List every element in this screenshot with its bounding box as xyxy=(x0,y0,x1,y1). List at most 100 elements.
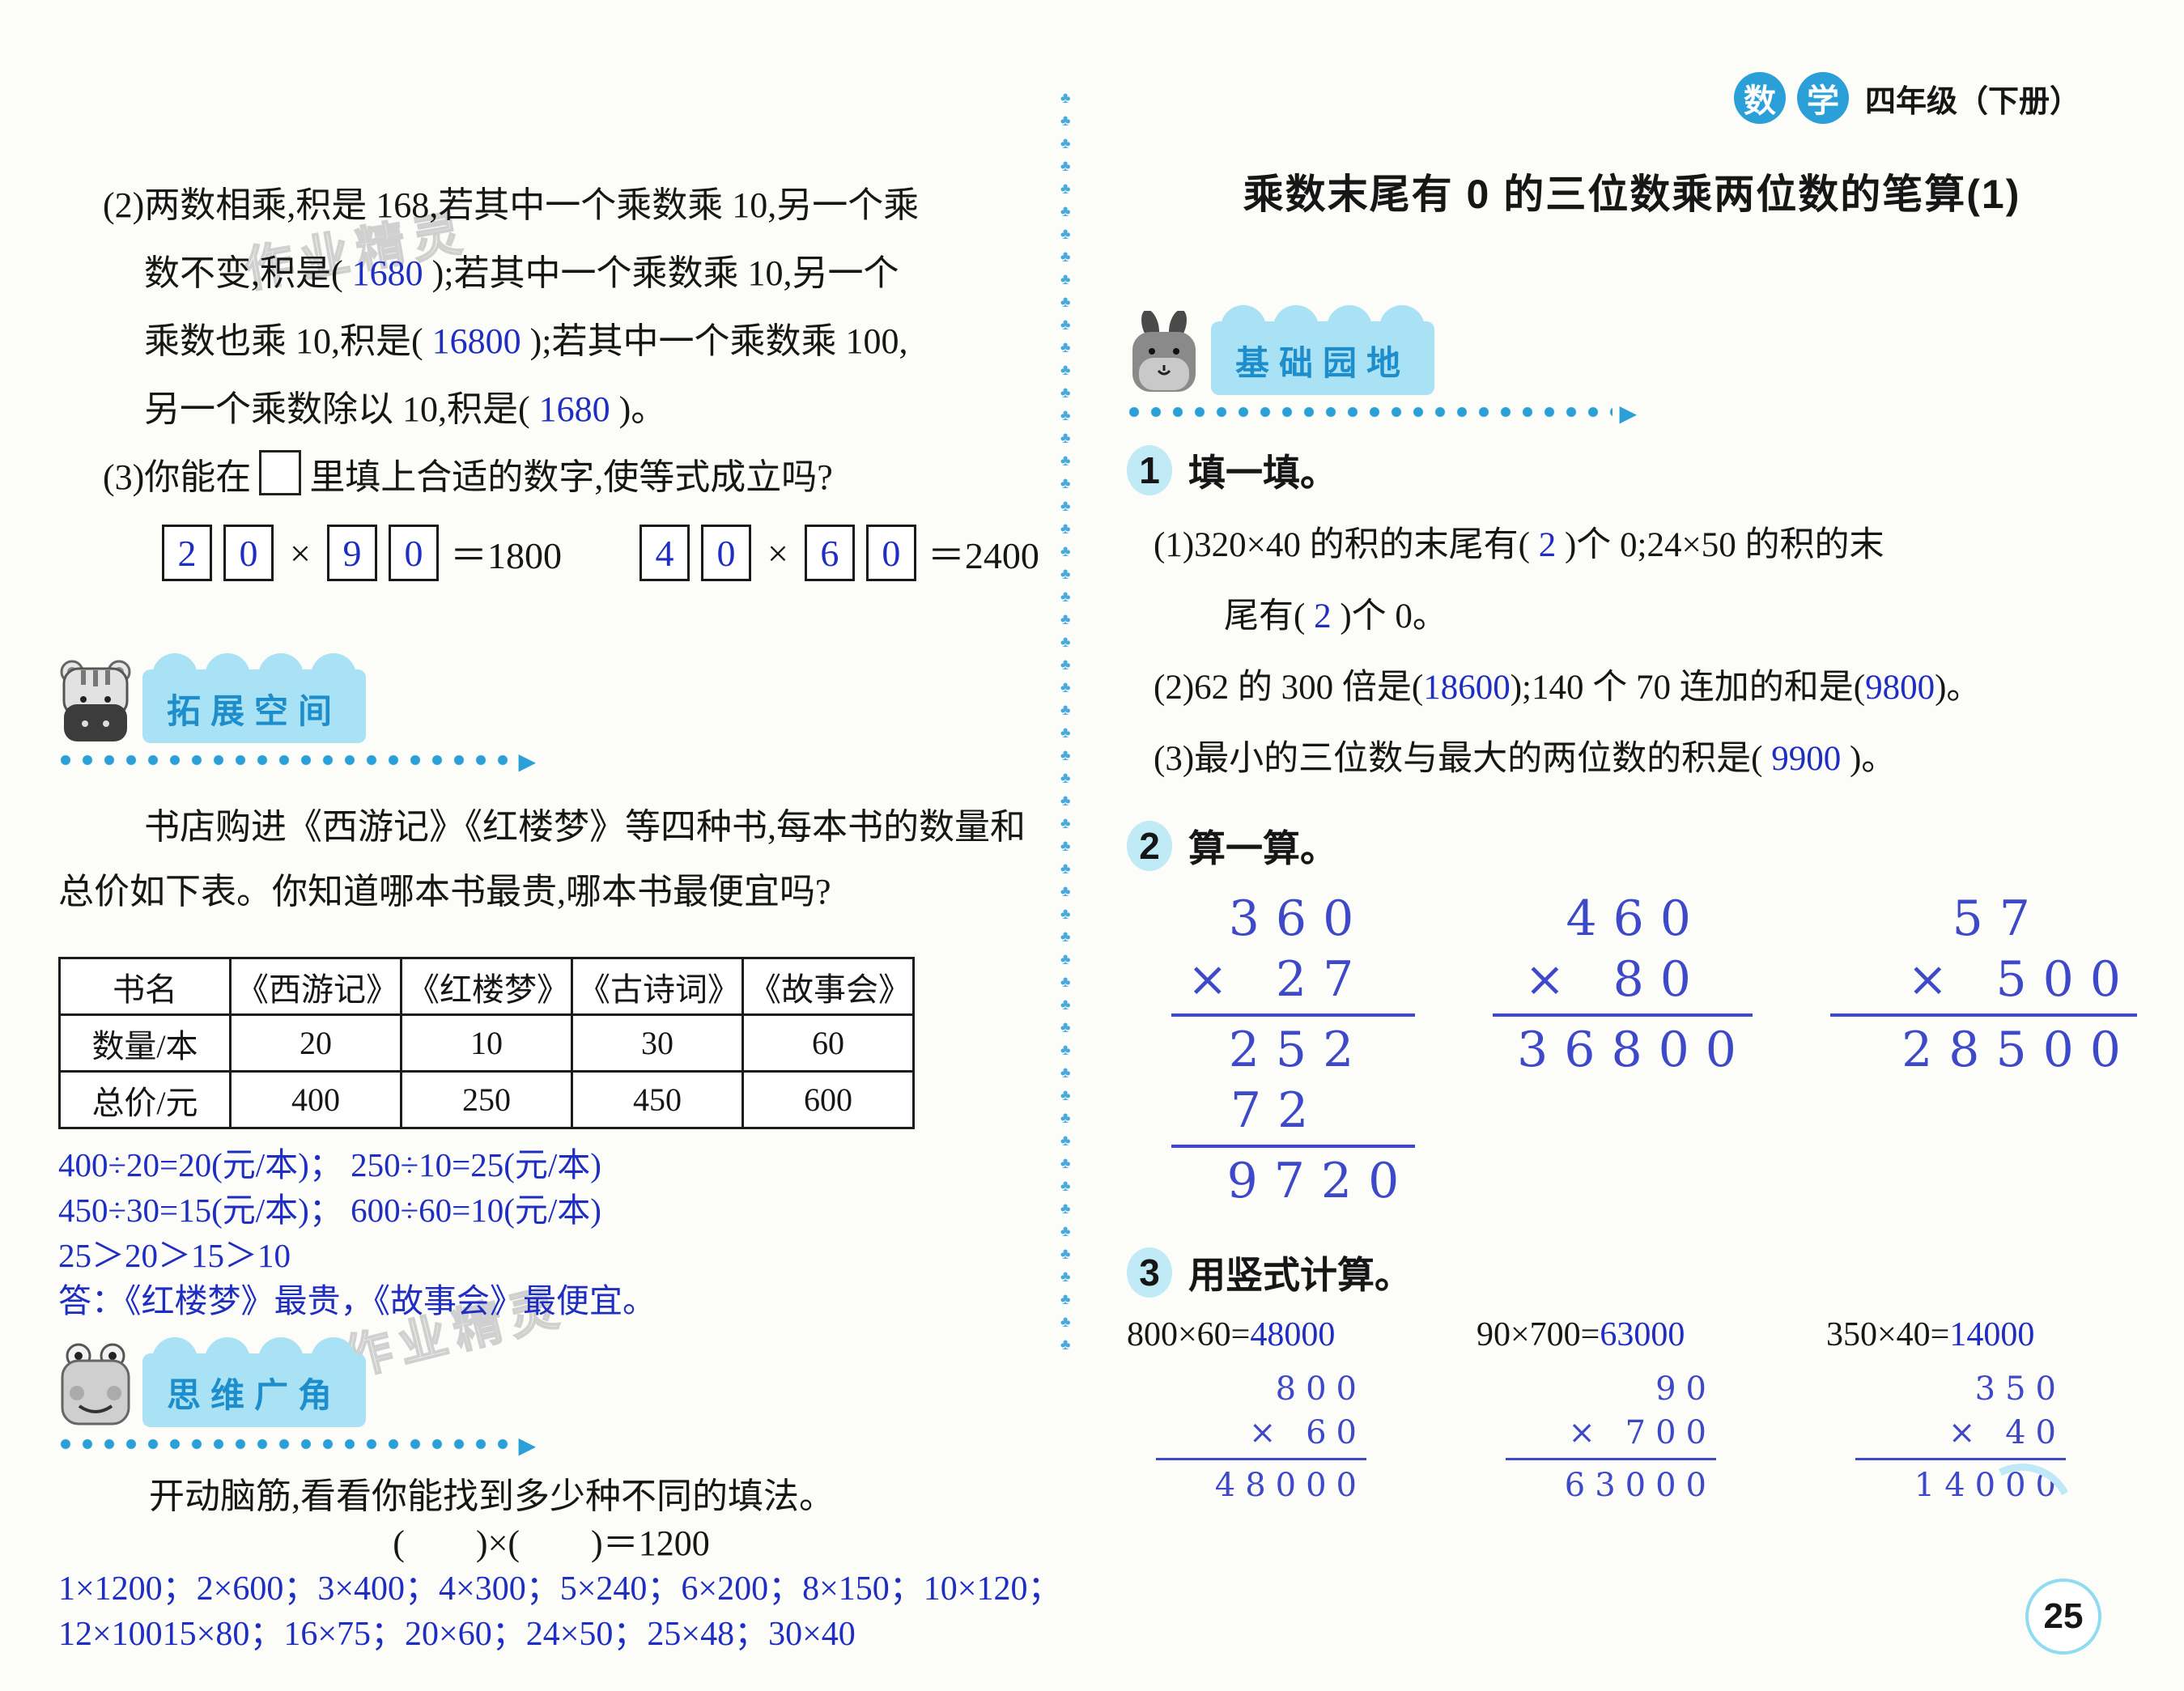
digit-box: 0 xyxy=(388,525,439,581)
right-column: 数 学 四年级（下册） 乘数末尾有 0 的三位数乘两位数的笔算(1) 基础园地 … xyxy=(1127,71,2137,1507)
divider-dot-icon: ♣ xyxy=(1060,656,1071,673)
text-segment: 另一个乘数除以 10,积是( xyxy=(144,389,539,429)
section-base-label-text: 基础园地 xyxy=(1235,344,1411,382)
divider-dot-icon: ♣ xyxy=(1060,883,1071,900)
zebra-icon xyxy=(60,660,131,741)
statement-text: 800×60= xyxy=(1127,1316,1251,1353)
text-segment: );140 个 70 连加的和是( xyxy=(1510,669,1866,707)
arrow-icon: ▶ xyxy=(518,750,536,775)
problem-3-prefix: (3)你能在 xyxy=(103,457,252,497)
problem-2-line-4: 另一个乘数除以 10,积是( 1680 )。 xyxy=(58,376,1044,444)
divider-dot-icon: ♣ xyxy=(1060,226,1071,243)
divider-dot-icon: ♣ xyxy=(1060,634,1071,651)
divider-dot-icon: ♣ xyxy=(1060,181,1071,198)
column-problem: 350×40=14000 350 × 40 14000 xyxy=(1826,1315,2137,1507)
table-cell: 10 xyxy=(400,1013,573,1073)
section-expand-label: 拓展空间 xyxy=(142,653,367,743)
problem-3-line: (3)你能在 里填上合适的数字,使等式成立吗? xyxy=(58,444,1044,512)
divider-dot-icon: ♣ xyxy=(1060,317,1071,334)
table-cell: 450 xyxy=(571,1070,744,1129)
table-header-cell: 《故事会》 xyxy=(741,957,915,1016)
table-cell: 30 xyxy=(571,1013,744,1073)
digit-box-equations: 2 0 × 9 0 ＝1800 4 0 × 6 0 ＝2400 xyxy=(162,525,1044,581)
table-cell: 250 xyxy=(400,1070,573,1129)
table-row: 总价/元 400 250 450 600 xyxy=(58,1070,915,1129)
dotted-underline: ▶ xyxy=(58,1434,536,1459)
dotted-underline: ▶ xyxy=(1127,402,1637,427)
table-cell: 60 xyxy=(741,1013,915,1073)
section-think-label: 思维广角 xyxy=(142,1337,367,1427)
product: 28500 xyxy=(1901,1022,2137,1078)
answer-line: 答：《红楼梦》最贵，《故事会》最便宜。 xyxy=(58,1282,656,1319)
problem-statement: 350×40=14000 xyxy=(1826,1315,2137,1354)
arrow-icon: ▶ xyxy=(518,1434,536,1459)
divider-dot-icon: ♣ xyxy=(1060,1155,1071,1172)
table-header-cell: 《古诗词》 xyxy=(571,957,744,1016)
frog-icon xyxy=(61,1343,130,1425)
multiplier: × 60 xyxy=(1248,1414,1366,1451)
text-segment: )。 xyxy=(610,389,667,429)
divider-dot-icon: ♣ xyxy=(1060,906,1071,923)
text-segment: 1680 xyxy=(351,253,423,293)
divider-dot-icon: ♣ xyxy=(1060,362,1071,379)
statement-answer: 48000 xyxy=(1250,1316,1336,1353)
divider-dot-icon: ♣ xyxy=(1060,1291,1071,1308)
partial-product: 72 xyxy=(1230,1082,1325,1139)
column-problem: 800×60=48000 800 × 60 48000 xyxy=(1127,1315,1438,1507)
text-segment: (1)320×40 的积的末尾有( xyxy=(1154,526,1539,564)
cloud-bumps xyxy=(152,653,356,684)
section-expand-header: 拓展空间 xyxy=(58,653,1044,743)
problem-statement: 90×700=63000 xyxy=(1477,1315,1787,1354)
divider-dot-icon: ♣ xyxy=(1060,249,1071,266)
multiplier: × 700 xyxy=(1568,1414,1716,1451)
divider-dot-icon: ♣ xyxy=(1060,520,1071,537)
divider-dot-icon: ♣ xyxy=(1060,1314,1071,1331)
subject-badge-math1: 数 xyxy=(1733,72,1786,124)
column-problem: 90×700=63000 90 × 700 63000 xyxy=(1477,1315,1787,1507)
divider-dot-icon: ♣ xyxy=(1060,90,1071,107)
divider-dot-icon: ♣ xyxy=(1060,113,1071,130)
divider-dot-icon: ♣ xyxy=(1060,951,1071,968)
table-header-cell: 书名 xyxy=(58,957,232,1016)
text-segment: );若其中一个乘数乘 100, xyxy=(521,321,908,361)
divider-dot-icon: ♣ xyxy=(1060,203,1071,220)
cloud-bumps xyxy=(1221,305,1425,336)
subject-badges: 数 学 四年级（下册） xyxy=(1127,71,2137,125)
divider-dot-icon: ♣ xyxy=(1060,1064,1071,1081)
calc-rule xyxy=(1829,1013,2137,1017)
equation-2: 4 0 × 6 0 ＝2400 xyxy=(639,525,1039,581)
arrow-icon: ▶ xyxy=(1619,402,1637,427)
blank-box xyxy=(259,450,302,495)
text-segment: )个 0;24×50 的积的末 xyxy=(1556,526,1884,564)
table-header-cell: 《西游记》 xyxy=(229,957,402,1016)
multiplicand: 90 xyxy=(1655,1370,1716,1408)
multiplicand: 360 xyxy=(1228,890,1370,947)
times-sign: × xyxy=(767,532,788,574)
text-segment: 9900 xyxy=(1771,740,1842,778)
exercise-1-title: 填一填。 xyxy=(1188,452,1337,494)
divider-dot-icon: ♣ xyxy=(1060,679,1071,696)
divider-dot-icon: ♣ xyxy=(1060,452,1071,469)
ex1-line-3: (2)62 的 300 倍是(18600);140 个 70 连加的和是(980… xyxy=(1127,652,2137,724)
divider-dot-icon: ♣ xyxy=(1060,498,1071,515)
column-method-problems: 800×60=48000 800 × 60 48000 90×700=63000… xyxy=(1127,1315,2137,1507)
ex1-line-2: 尾有( 2 )个 0。 xyxy=(1127,581,2137,652)
digit-box: 0 xyxy=(223,525,274,581)
product: 9720 xyxy=(1226,1153,1416,1209)
divider-dot-icon: ♣ xyxy=(1060,1019,1071,1036)
digit-box: 6 xyxy=(804,525,855,581)
divider-dot-icon: ♣ xyxy=(1060,1087,1071,1104)
left-column: (2)两数相乘,积是 168,若其中一个乘数乘 10,另一个乘 数不变,积是( … xyxy=(58,172,1062,1657)
divider-dot-icon: ♣ xyxy=(1060,1178,1071,1195)
text-segment: (3)最小的三位数与最大的两位数的积是( xyxy=(1154,740,1772,778)
divider-dot-icon: ♣ xyxy=(1060,1200,1071,1217)
column-divider: ♣ ♣ ♣ ♣ ♣ ♣ ♣ ♣ ♣ ♣ ♣ ♣ ♣ ♣ ♣ ♣ ♣ ♣ ♣ ♣ ♣ ♣ ♣ ♣ ♣ ♣ ♣ ♣ ♣ ♣ ♣ ♣ ♣ ♣ ♣ ♣ ♣ ♣ ♣ ♣… xyxy=(1060,91,1070,1353)
vertical-calc-57x500: 57 × 500 28500 xyxy=(1829,889,2137,1081)
exercise-1-heading: 1 填一填。 xyxy=(1127,444,2137,497)
divider-dot-icon: ♣ xyxy=(1060,1223,1071,1240)
divider-dot-icon: ♣ xyxy=(1060,838,1071,855)
subject-badge-math2: 学 xyxy=(1796,72,1849,124)
answer-line: 450÷30=15(元/本)； 600÷60=10(元/本) xyxy=(58,1192,601,1229)
divider-dot-icon: ♣ xyxy=(1060,339,1071,356)
